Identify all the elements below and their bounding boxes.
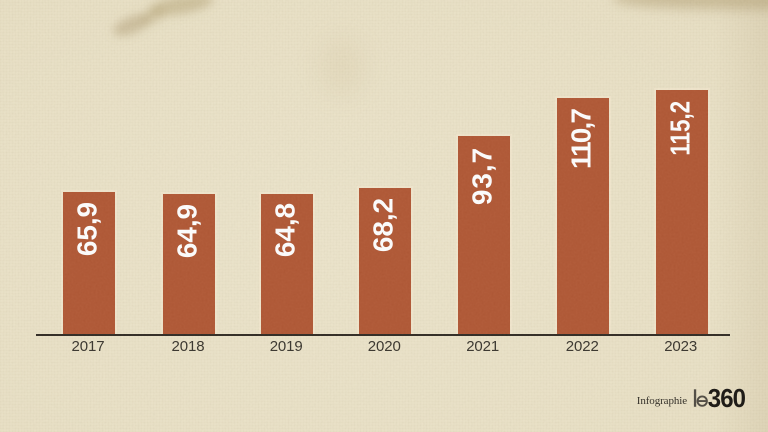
svg-text:360: 360 — [708, 385, 746, 411]
